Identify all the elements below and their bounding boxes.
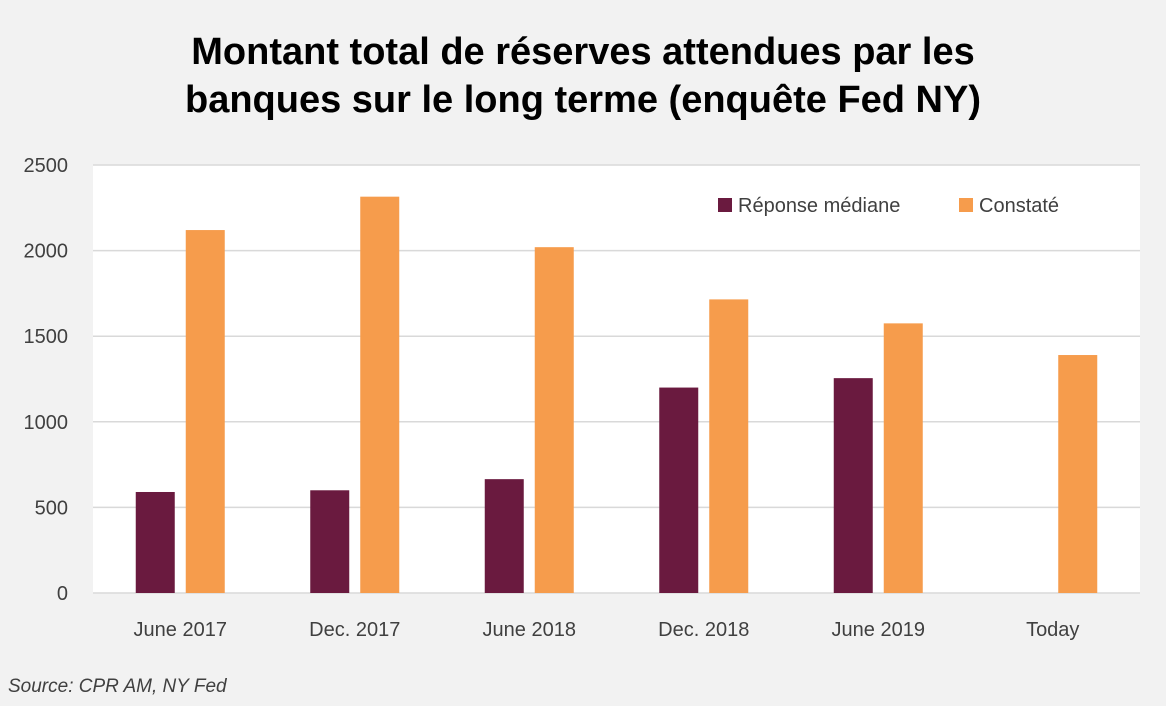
x-tick-label: June 2017 xyxy=(134,619,227,641)
chart-title: Montant total de réserves attendues par … xyxy=(0,28,1166,124)
bar-constate xyxy=(534,247,574,593)
y-tick-label: 0 xyxy=(57,583,68,605)
legend-label: Réponse médiane xyxy=(738,195,900,217)
bars xyxy=(135,196,1098,593)
x-tick-label: Today xyxy=(1026,619,1079,641)
bar-constate xyxy=(185,230,225,593)
bar-constate xyxy=(360,196,400,593)
bar-constate xyxy=(883,323,923,593)
gridlines xyxy=(93,164,1140,594)
x-tick-label: June 2018 xyxy=(483,619,576,641)
y-tick-label: 500 xyxy=(35,497,68,519)
bar-constate xyxy=(709,299,749,593)
x-tick-label: Dec. 2017 xyxy=(309,619,400,641)
legend-label: Constaté xyxy=(979,195,1059,217)
x-tick-label: June 2019 xyxy=(832,619,925,641)
y-tick-label: 1000 xyxy=(24,412,69,434)
bar-reponse-mediane xyxy=(659,387,699,593)
chart-title-line-2: banques sur le long terme (enquête Fed N… xyxy=(184,79,981,121)
legend-swatch xyxy=(718,198,732,212)
bar-reponse-mediane xyxy=(310,490,350,593)
y-tick-label: 2000 xyxy=(24,241,69,263)
y-axis-ticks: 0 500 1000 1500 2000 2500 xyxy=(24,155,69,605)
legend-swatch xyxy=(959,198,973,212)
bar-reponse-mediane xyxy=(833,378,873,593)
y-tick-label: 1500 xyxy=(24,326,69,348)
x-tick-label: Dec. 2018 xyxy=(658,619,749,641)
plot-area xyxy=(93,165,1140,593)
y-tick-label: 2500 xyxy=(24,155,69,177)
legend: Réponse médiane Constaté xyxy=(718,195,1059,217)
chart-title-line-1: Montant total de réserves attendues par … xyxy=(191,31,975,73)
x-axis-ticks: June 2017 Dec. 2017 June 2018 Dec. 2018 June… xyxy=(134,619,1080,641)
bar-reponse-mediane xyxy=(484,479,524,593)
bar-reponse-mediane xyxy=(135,491,175,593)
bar-constate xyxy=(1058,355,1098,593)
source-note: Source: CPR AM, NY Fed xyxy=(8,676,227,697)
